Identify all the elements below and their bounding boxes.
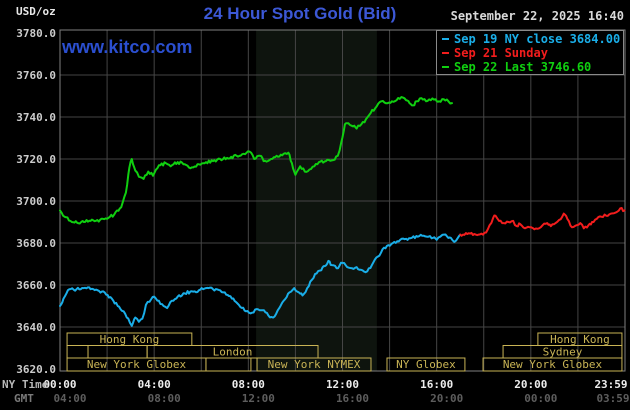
session-label: Hong Kong [550, 333, 610, 346]
session-label: NY Globex [396, 358, 456, 371]
chart-legend: Sep 19 NY close 3684.00 Sep 21 Sunday Sep … [436, 30, 624, 75]
x-tick-gmt-label: 03:59 [596, 392, 629, 405]
session-label: New York Globex [87, 358, 187, 371]
x-tick-gmt-label: 00:00 [524, 392, 557, 405]
x-tick-gmt-label: 04:00 [53, 392, 86, 405]
legend-item-label: Sep 21 Sunday [454, 46, 548, 60]
legend-item-0: Sep 19 NY close 3684.00 [442, 32, 623, 46]
x-tick-ny-label: 16:00 [420, 378, 453, 391]
session-box [386, 357, 466, 372]
y-tick-label: 3620.0 [16, 363, 56, 376]
session-label: London [213, 346, 253, 359]
x-tick-ny-label: 04:00 [138, 378, 171, 391]
legend-item-2: Sep 22 Last 3746.60 [442, 60, 623, 74]
session-box [482, 357, 623, 372]
y-tick-label: 3720.0 [16, 153, 56, 166]
x-tick-ny-label: 12:00 [326, 378, 359, 391]
legend-item-label: Sep 22 Last 3746.60 [454, 60, 592, 74]
x-tick-gmt-label: 12:00 [242, 392, 275, 405]
y-tick-label: 3700.0 [16, 195, 56, 208]
y-tick-label: 3640.0 [16, 321, 56, 334]
y-axis-units-label: USD/oz [16, 5, 56, 18]
session-label: Sydney [543, 346, 583, 359]
y-tick-label: 3740.0 [16, 111, 56, 124]
y-tick-label: 3680.0 [16, 237, 56, 250]
chart-title: 24 Hour Spot Gold (Bid) [203, 4, 397, 23]
price-line-0 [59, 233, 462, 327]
session-label: New York NYMEX [268, 358, 361, 371]
legend-dash-icon [442, 38, 449, 40]
x-tick-gmt-label: 20:00 [430, 392, 463, 405]
kitco-watermark-link[interactable]: www.kitco.com [62, 37, 193, 57]
legend-dash-icon [442, 52, 449, 54]
y-tick-label: 3780.0 [16, 27, 56, 40]
session-box [87, 345, 148, 359]
x-tick-gmt-label: 16:00 [336, 392, 369, 405]
x-tick-ny-label: 08:00 [232, 378, 265, 391]
x-axis-ny-time-label: NY Time [2, 378, 49, 391]
x-tick-ny-label: 23:59 [594, 378, 627, 391]
session-box [256, 357, 372, 372]
y-tick-label: 3760.0 [16, 69, 56, 82]
legend-dash-icon [442, 66, 449, 68]
x-tick-gmt-label: 08:00 [148, 392, 181, 405]
session-label: Hong Kong [100, 333, 160, 346]
x-axis-gmt-label: GMT [14, 392, 34, 405]
legend-item-1: Sep 21 Sunday [442, 46, 623, 60]
y-tick-label: 3660.0 [16, 279, 56, 292]
legend-item-label: Sep 19 NY close 3684.00 [454, 32, 621, 46]
session-box [205, 357, 252, 372]
session-label: New York Globex [503, 358, 603, 371]
price-line-1 [459, 207, 626, 237]
x-tick-ny-label: 00:00 [43, 378, 76, 391]
chart-datetime: September 22, 2025 16:40 [450, 9, 624, 23]
x-tick-ny-label: 20:00 [514, 378, 547, 391]
session-box [66, 345, 89, 359]
price-line-2 [59, 96, 453, 225]
